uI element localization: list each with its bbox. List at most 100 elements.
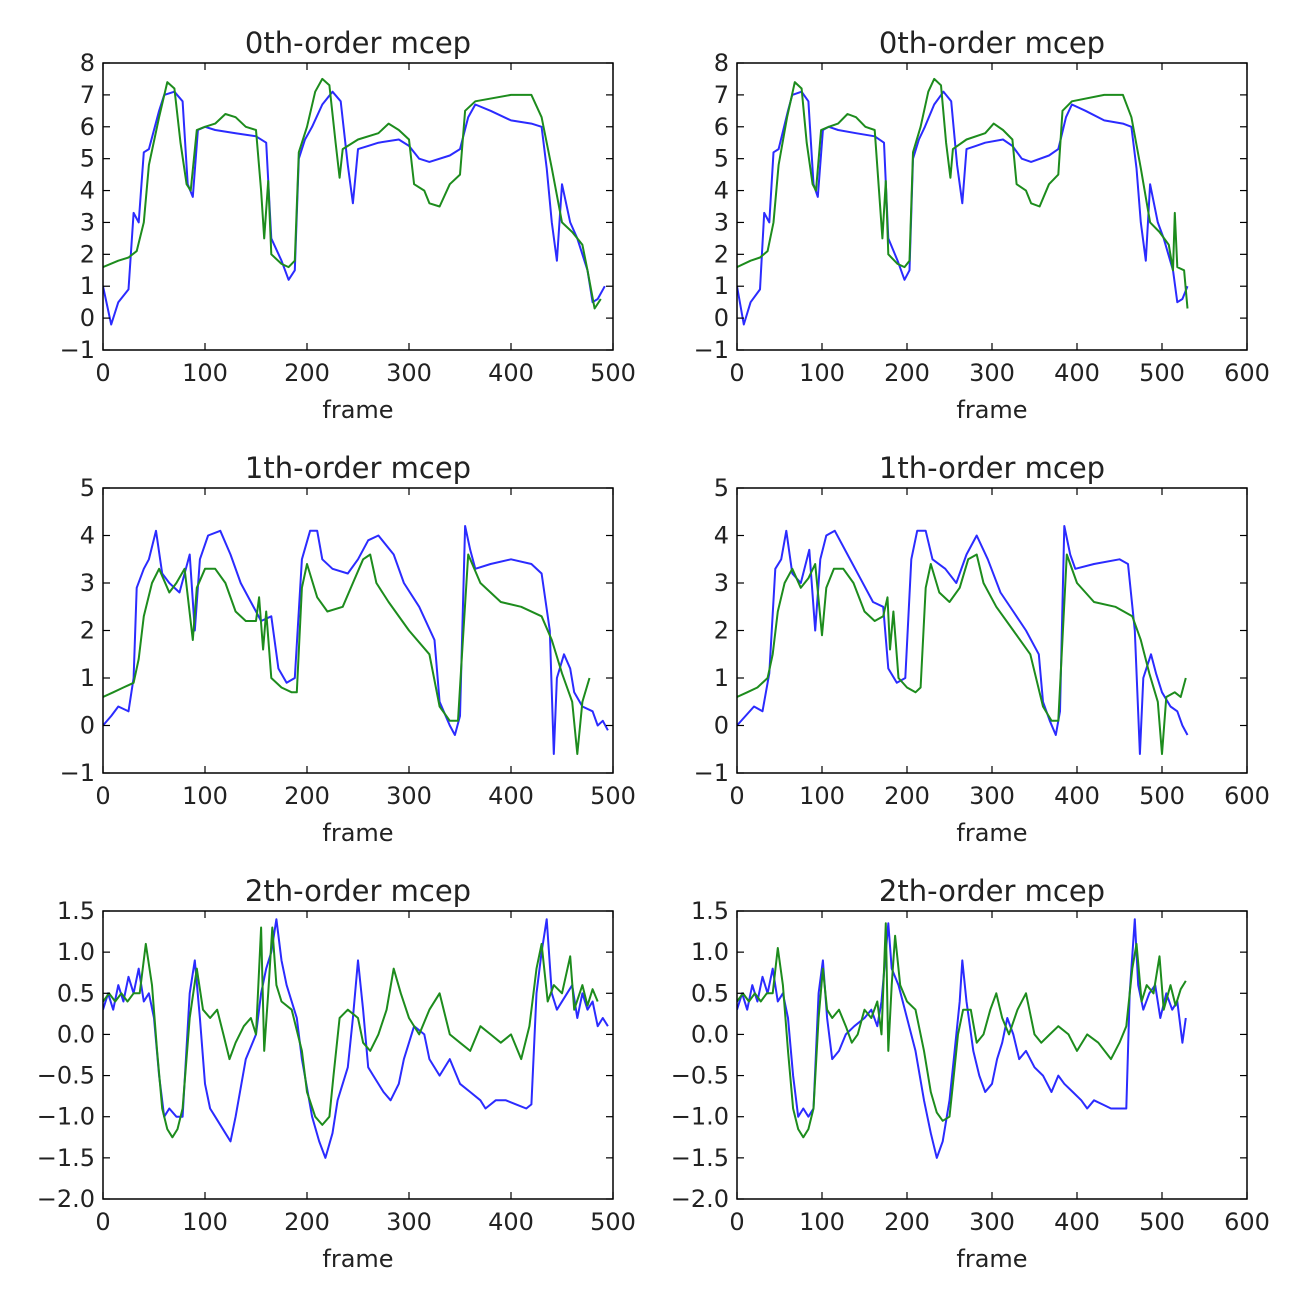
- y-tick-label: 6: [80, 113, 95, 141]
- y-tick-label: 0: [80, 304, 95, 332]
- x-axis-label: frame: [322, 1245, 393, 1273]
- y-tick-label: −1: [694, 759, 729, 787]
- x-axis-label: frame: [956, 819, 1027, 847]
- y-tick-label: 8: [714, 49, 729, 77]
- x-tick-label: 600: [1224, 782, 1270, 810]
- y-tick-label: 5: [80, 145, 95, 173]
- y-tick-label: −0.5: [37, 1062, 95, 1090]
- y-tick-label: 1: [714, 272, 729, 300]
- subplot-1: 0 100 200 300 400 500 600−10123456780th-order …: [694, 26, 1270, 424]
- subplot-title: 1th-order mcep: [879, 451, 1105, 485]
- y-tick-label: 2: [80, 617, 95, 645]
- x-tick-label: 200: [284, 1208, 330, 1236]
- x-axis-label: frame: [956, 1245, 1027, 1273]
- y-tick-label: 3: [714, 569, 729, 597]
- subplot-title: 1th-order mcep: [245, 451, 471, 485]
- y-tick-label: 4: [80, 177, 95, 205]
- series-line-blue: [737, 918, 1187, 1159]
- y-tick-label: 1: [80, 664, 95, 692]
- subplot-5: 0 100 200 300 400 500 600 −2.0 −1.5 −1.0 −0.5 0.0 0.…: [671, 874, 1270, 1273]
- x-tick-label: 400: [1054, 782, 1100, 810]
- y-tick-label: 5: [714, 145, 729, 173]
- x-tick-label: 600: [1224, 1208, 1270, 1236]
- x-tick-label: 500: [1139, 359, 1185, 387]
- series-line-green: [737, 77, 1189, 309]
- x-tick-label: 600: [1224, 359, 1270, 387]
- axes-frame: [736, 487, 1248, 774]
- x-axis-label: frame: [322, 819, 393, 847]
- axes-frame: [102, 910, 614, 1200]
- subplot-title: 0th-order mcep: [245, 26, 471, 60]
- series-line-blue: [737, 90, 1189, 326]
- y-tick-label: 0.0: [57, 1020, 95, 1048]
- axes-frame: [736, 62, 1248, 351]
- y-tick-label: 6: [714, 113, 729, 141]
- y-tick-label: 5: [714, 474, 729, 502]
- subplot-title: 0th-order mcep: [879, 26, 1105, 60]
- y-tick-label: 0: [714, 712, 729, 740]
- x-tick-label: 300: [386, 782, 432, 810]
- x-tick-label: 200: [284, 782, 330, 810]
- y-tick-label: −2.0: [671, 1185, 729, 1213]
- subplot-title: 2th-order mcep: [245, 874, 471, 908]
- subplot-4: 0 100 200 300 400 500 −2.0 −1.5 −1.0 −0.5 0.0 0.5 1.…: [37, 874, 636, 1273]
- x-tick-label: 300: [969, 782, 1015, 810]
- y-tick-label: 2: [714, 617, 729, 645]
- x-tick-label: 500: [590, 1208, 636, 1236]
- x-tick-label: 100: [182, 782, 228, 810]
- series-line-green: [103, 553, 591, 755]
- x-tick-label: 100: [799, 359, 845, 387]
- y-tick-label: 1: [80, 272, 95, 300]
- x-tick-label: 500: [1139, 1208, 1185, 1236]
- series-line-green: [103, 926, 599, 1139]
- x-tick-label: 300: [969, 1208, 1015, 1236]
- series-line-green: [103, 77, 602, 310]
- x-tick-label: 300: [386, 359, 432, 387]
- x-tick-label: 200: [884, 359, 930, 387]
- y-tick-label: −1.5: [671, 1144, 729, 1172]
- y-tick-label: 1.5: [691, 897, 729, 925]
- y-tick-label: 4: [714, 522, 729, 550]
- y-tick-label: 2: [714, 240, 729, 268]
- y-tick-label: 1.0: [57, 938, 95, 966]
- x-tick-label: 100: [182, 359, 228, 387]
- x-tick-label: 100: [799, 782, 845, 810]
- x-tick-label: 200: [884, 782, 930, 810]
- y-tick-label: 8: [80, 49, 95, 77]
- x-tick-label: 200: [284, 359, 330, 387]
- x-tick-label: 100: [182, 1208, 228, 1236]
- y-tick-label: 1.5: [57, 897, 95, 925]
- y-tick-label: −1: [694, 336, 729, 364]
- y-tick-label: 3: [80, 208, 95, 236]
- y-tick-label: 7: [714, 81, 729, 109]
- x-tick-label: 0: [95, 782, 110, 810]
- x-axis-label: frame: [956, 396, 1027, 424]
- series-line-blue: [103, 90, 606, 326]
- y-tick-label: 0: [80, 712, 95, 740]
- subplot-title: 2th-order mcep: [879, 874, 1105, 908]
- x-tick-label: 400: [488, 1208, 534, 1236]
- x-axis-label: frame: [322, 396, 393, 424]
- x-tick-label: 400: [488, 359, 534, 387]
- y-tick-label: −1: [60, 759, 95, 787]
- series-line-green: [737, 922, 1187, 1139]
- axes-frame: [736, 910, 1248, 1200]
- x-tick-label: 0: [729, 1208, 744, 1236]
- y-tick-label: 0.0: [691, 1020, 729, 1048]
- x-tick-label: 0: [95, 1208, 110, 1236]
- x-tick-label: 500: [1139, 782, 1185, 810]
- y-tick-label: 7: [80, 81, 95, 109]
- axes-frame: [102, 62, 614, 351]
- series-line-blue: [103, 525, 609, 755]
- axes-frame: [102, 487, 614, 774]
- y-tick-label: 4: [80, 522, 95, 550]
- x-tick-label: 0: [95, 359, 110, 387]
- x-tick-label: 200: [884, 1208, 930, 1236]
- x-tick-label: 300: [386, 1208, 432, 1236]
- series-line-green: [737, 553, 1187, 755]
- y-tick-label: 1.0: [691, 938, 729, 966]
